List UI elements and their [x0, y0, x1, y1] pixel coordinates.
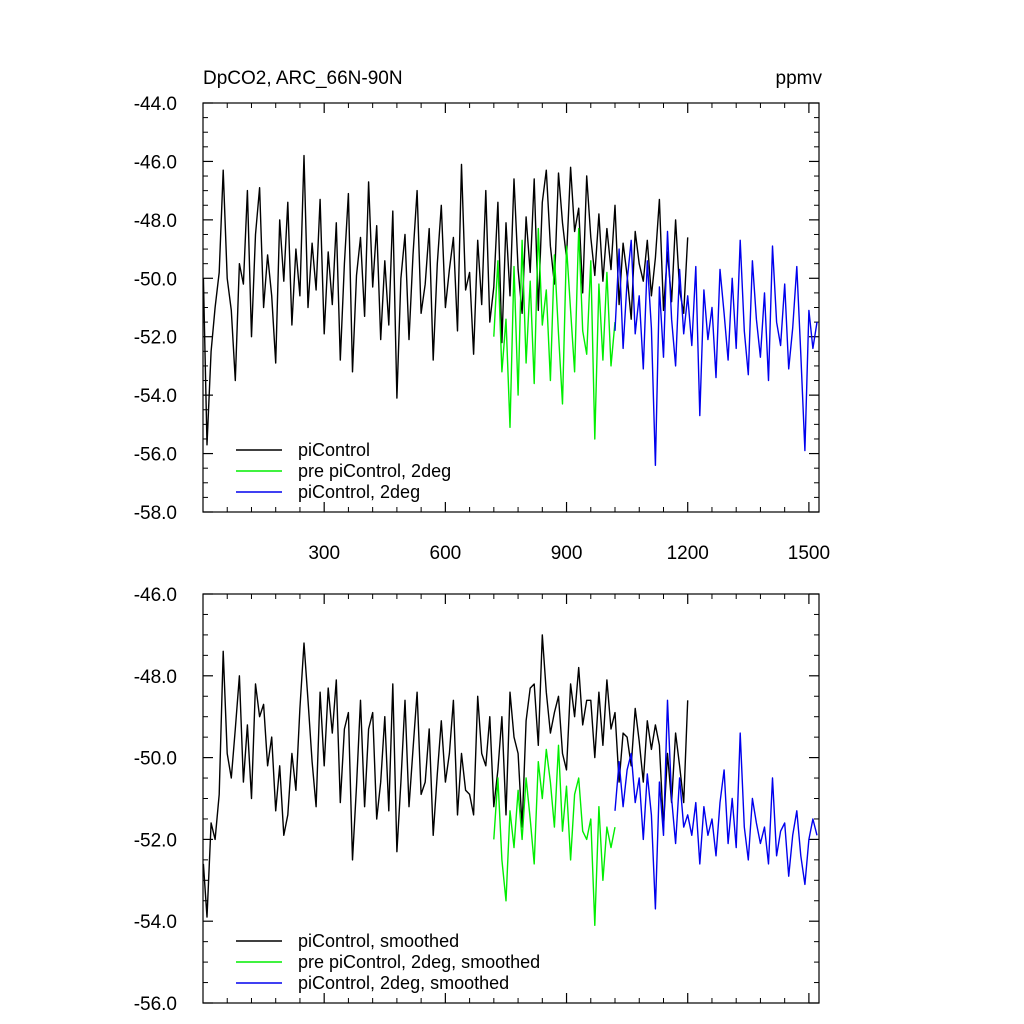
y-tick-label: -54.0: [134, 386, 177, 407]
top-plot-frame: [202, 102, 820, 513]
x-tick-label: 1500: [788, 543, 830, 564]
legend-label: piControl: [298, 440, 370, 460]
x-tick-label: 900: [551, 543, 583, 564]
series-line-picontrol-2deg-smoothed: [614, 699, 818, 910]
y-tick-label: -58.0: [134, 503, 177, 524]
legend-label: piControl, 2deg, smoothed: [298, 973, 509, 993]
legend-label: pre piControl, 2deg, smoothed: [298, 952, 540, 972]
top-ticks: -58.0 -56.0 -54.0 -52.0 -50.0 -48.0 -46.0 -44.0…: [134, 94, 830, 564]
y-tick-label: -46.0: [134, 585, 177, 606]
y-tick-label: -48.0: [134, 667, 177, 688]
top-series-layer: [202, 154, 818, 466]
x-tick-label: 1200: [667, 543, 709, 564]
x-tick-label: 300: [308, 543, 340, 564]
legend-label: piControl, 2deg: [298, 482, 420, 502]
x-tick-label: 600: [430, 543, 462, 564]
y-tick-label: -52.0: [134, 328, 177, 349]
series-line-picontrol-2deg: [614, 230, 818, 466]
top-panel: DpCO2, ARC_66N-90N ppmv -58.0-56.0-54.0-…: [134, 68, 830, 564]
top-panel-units-label: ppmv: [776, 68, 823, 89]
bottom-series-layer: [202, 634, 818, 926]
series-line-pre-picontrol-2deg: [493, 227, 616, 440]
series-line-picontrol: [202, 154, 689, 446]
y-tick-label: -50.0: [134, 269, 177, 290]
top-panel-title: DpCO2, ARC_66N-90N: [203, 68, 403, 89]
y-tick-label: -52.0: [134, 830, 177, 851]
legend-label: piControl, smoothed: [298, 931, 459, 951]
y-tick-label: -50.0: [134, 749, 177, 770]
bottom-panel: -56.0 -54.0 -52.0 -50.0 -48.0 -46.0 piControl…: [134, 585, 820, 1015]
series-line-pre-picontrol-2deg-smoothed: [493, 744, 616, 926]
y-tick-label: -46.0: [134, 152, 177, 173]
y-tick-label: -54.0: [134, 912, 177, 933]
series-line-picontrol-smoothed: [202, 634, 689, 918]
y-tick-label: -56.0: [134, 445, 177, 466]
y-tick-label: -44.0: [134, 94, 177, 115]
legend-label: pre piControl, 2deg: [298, 461, 451, 481]
bottom-ticks: -56.0 -54.0 -52.0 -50.0 -48.0 -46.0: [134, 585, 819, 1015]
bottom-plot-frame: [202, 593, 820, 1004]
y-tick-label: -48.0: [134, 211, 177, 232]
y-tick-label: -56.0: [134, 994, 177, 1015]
